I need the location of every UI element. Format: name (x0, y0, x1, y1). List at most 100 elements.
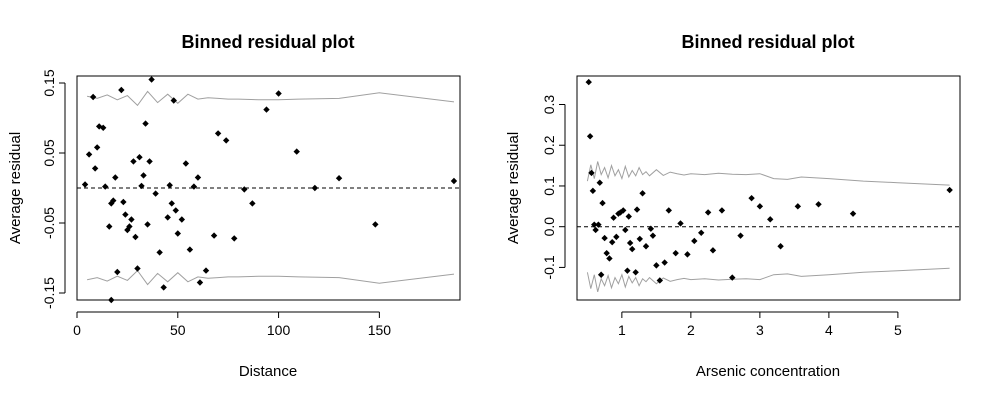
x-tick-label: 3 (756, 322, 764, 338)
x-tick-label: 5 (894, 322, 902, 338)
data-point (756, 203, 764, 210)
data-point (311, 184, 319, 192)
data-point (108, 296, 115, 304)
data-point (231, 235, 238, 242)
data-point (182, 160, 190, 167)
data-point (642, 243, 650, 250)
data-point (610, 214, 617, 221)
data-point (653, 262, 660, 269)
data-point (91, 165, 99, 172)
data-point (168, 200, 175, 207)
data-point (677, 220, 684, 227)
data-point (142, 120, 149, 127)
data-point (617, 209, 624, 216)
data-point (601, 234, 608, 242)
data-point (815, 201, 822, 208)
data-point (134, 265, 141, 272)
x-tick-label: 100 (267, 322, 291, 338)
lower-bound-line (586, 267, 950, 293)
data-point (632, 269, 639, 276)
data-point (597, 271, 605, 278)
data-point (777, 243, 784, 250)
data-point (606, 255, 613, 262)
data-point (595, 221, 602, 228)
data-point (275, 90, 282, 97)
data-point (626, 239, 634, 247)
data-point (624, 267, 631, 274)
y-tick-label: -0.05 (41, 207, 57, 239)
data-point (665, 207, 672, 214)
data-point (112, 174, 119, 181)
data-point (124, 226, 131, 234)
data-point (591, 221, 598, 228)
data-point (156, 249, 163, 256)
data-point (148, 76, 155, 83)
data-point (102, 183, 109, 190)
data-point (656, 277, 664, 284)
data-point (114, 268, 121, 276)
y-axis-label: Average residual (7, 132, 24, 244)
data-point (293, 148, 300, 155)
data-point (649, 232, 657, 239)
data-point (737, 232, 744, 239)
x-tick-label: 2 (687, 322, 695, 338)
x-tick-label: 50 (170, 322, 186, 338)
data-point (146, 158, 153, 165)
data-point (767, 216, 774, 223)
y-tick-label: -0.15 (41, 277, 57, 309)
data-point (110, 197, 117, 204)
data-point (588, 169, 595, 177)
data-point (704, 209, 712, 216)
data-point (174, 230, 181, 237)
data-point (620, 207, 627, 214)
x-axis-label: Distance (239, 363, 297, 380)
data-point (164, 214, 171, 221)
y-tick-label: 0.15 (41, 69, 57, 96)
data-point (170, 97, 177, 104)
y-tick-label: 0.2 (541, 135, 557, 155)
chart-title: Binned residual plot (181, 32, 354, 52)
data-point (172, 207, 179, 214)
data-point (608, 238, 616, 246)
y-tick-label: -0.1 (541, 255, 557, 279)
data-point (202, 267, 210, 274)
data-point (222, 137, 230, 144)
data-point (633, 206, 641, 213)
data-point (691, 237, 698, 245)
data-point (106, 223, 113, 230)
data-point (794, 203, 802, 210)
data-point (210, 232, 218, 239)
plot-frame (576, 75, 961, 301)
data-point (672, 249, 679, 257)
data-point (729, 274, 736, 281)
data-point (849, 210, 857, 217)
data-point (100, 124, 107, 131)
data-point (589, 187, 597, 195)
data-point (93, 144, 101, 151)
x-tick-label: 4 (825, 322, 833, 338)
data-point (748, 194, 755, 202)
data-point (613, 233, 620, 241)
x-axis-label: Arsenic concentration (696, 363, 840, 380)
data-point (603, 249, 610, 257)
data-point (81, 181, 89, 188)
data-point (596, 179, 603, 186)
data-point (118, 86, 125, 94)
data-point (128, 216, 135, 223)
upper-bound-line (586, 161, 950, 186)
y-tick-label: 0.3 (541, 95, 557, 115)
x-tick-label: 150 (368, 322, 392, 338)
data-point (140, 172, 147, 179)
data-point (186, 246, 194, 253)
data-point (698, 229, 705, 236)
data-point (636, 235, 643, 243)
data-point (160, 284, 167, 291)
data-point (372, 221, 379, 228)
data-point (249, 200, 256, 207)
data-point (190, 183, 198, 190)
data-point (335, 175, 343, 182)
data-point (152, 190, 159, 197)
chart-distance: Binned residual plot Distance Average re… (7, 32, 461, 380)
y-tick-label: 0.05 (41, 139, 57, 166)
